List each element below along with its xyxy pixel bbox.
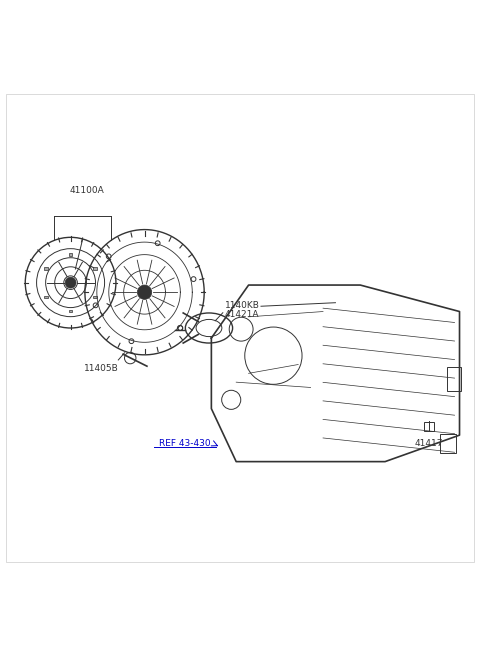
- Text: 41417: 41417: [414, 439, 443, 447]
- Bar: [69, 310, 72, 312]
- Bar: [93, 296, 97, 298]
- Circle shape: [137, 285, 152, 299]
- Bar: [93, 268, 97, 270]
- Text: 1140KB: 1140KB: [225, 301, 260, 310]
- Circle shape: [65, 277, 76, 288]
- Bar: [45, 268, 48, 270]
- Text: 41100A: 41100A: [70, 186, 105, 195]
- Text: 41421A: 41421A: [225, 310, 259, 319]
- Bar: [440, 434, 456, 453]
- Bar: [447, 367, 461, 391]
- Bar: [45, 296, 48, 298]
- Text: REF 43-430: REF 43-430: [159, 439, 211, 447]
- Bar: [69, 253, 72, 256]
- Text: 11405B: 11405B: [84, 364, 119, 373]
- Bar: [424, 422, 434, 430]
